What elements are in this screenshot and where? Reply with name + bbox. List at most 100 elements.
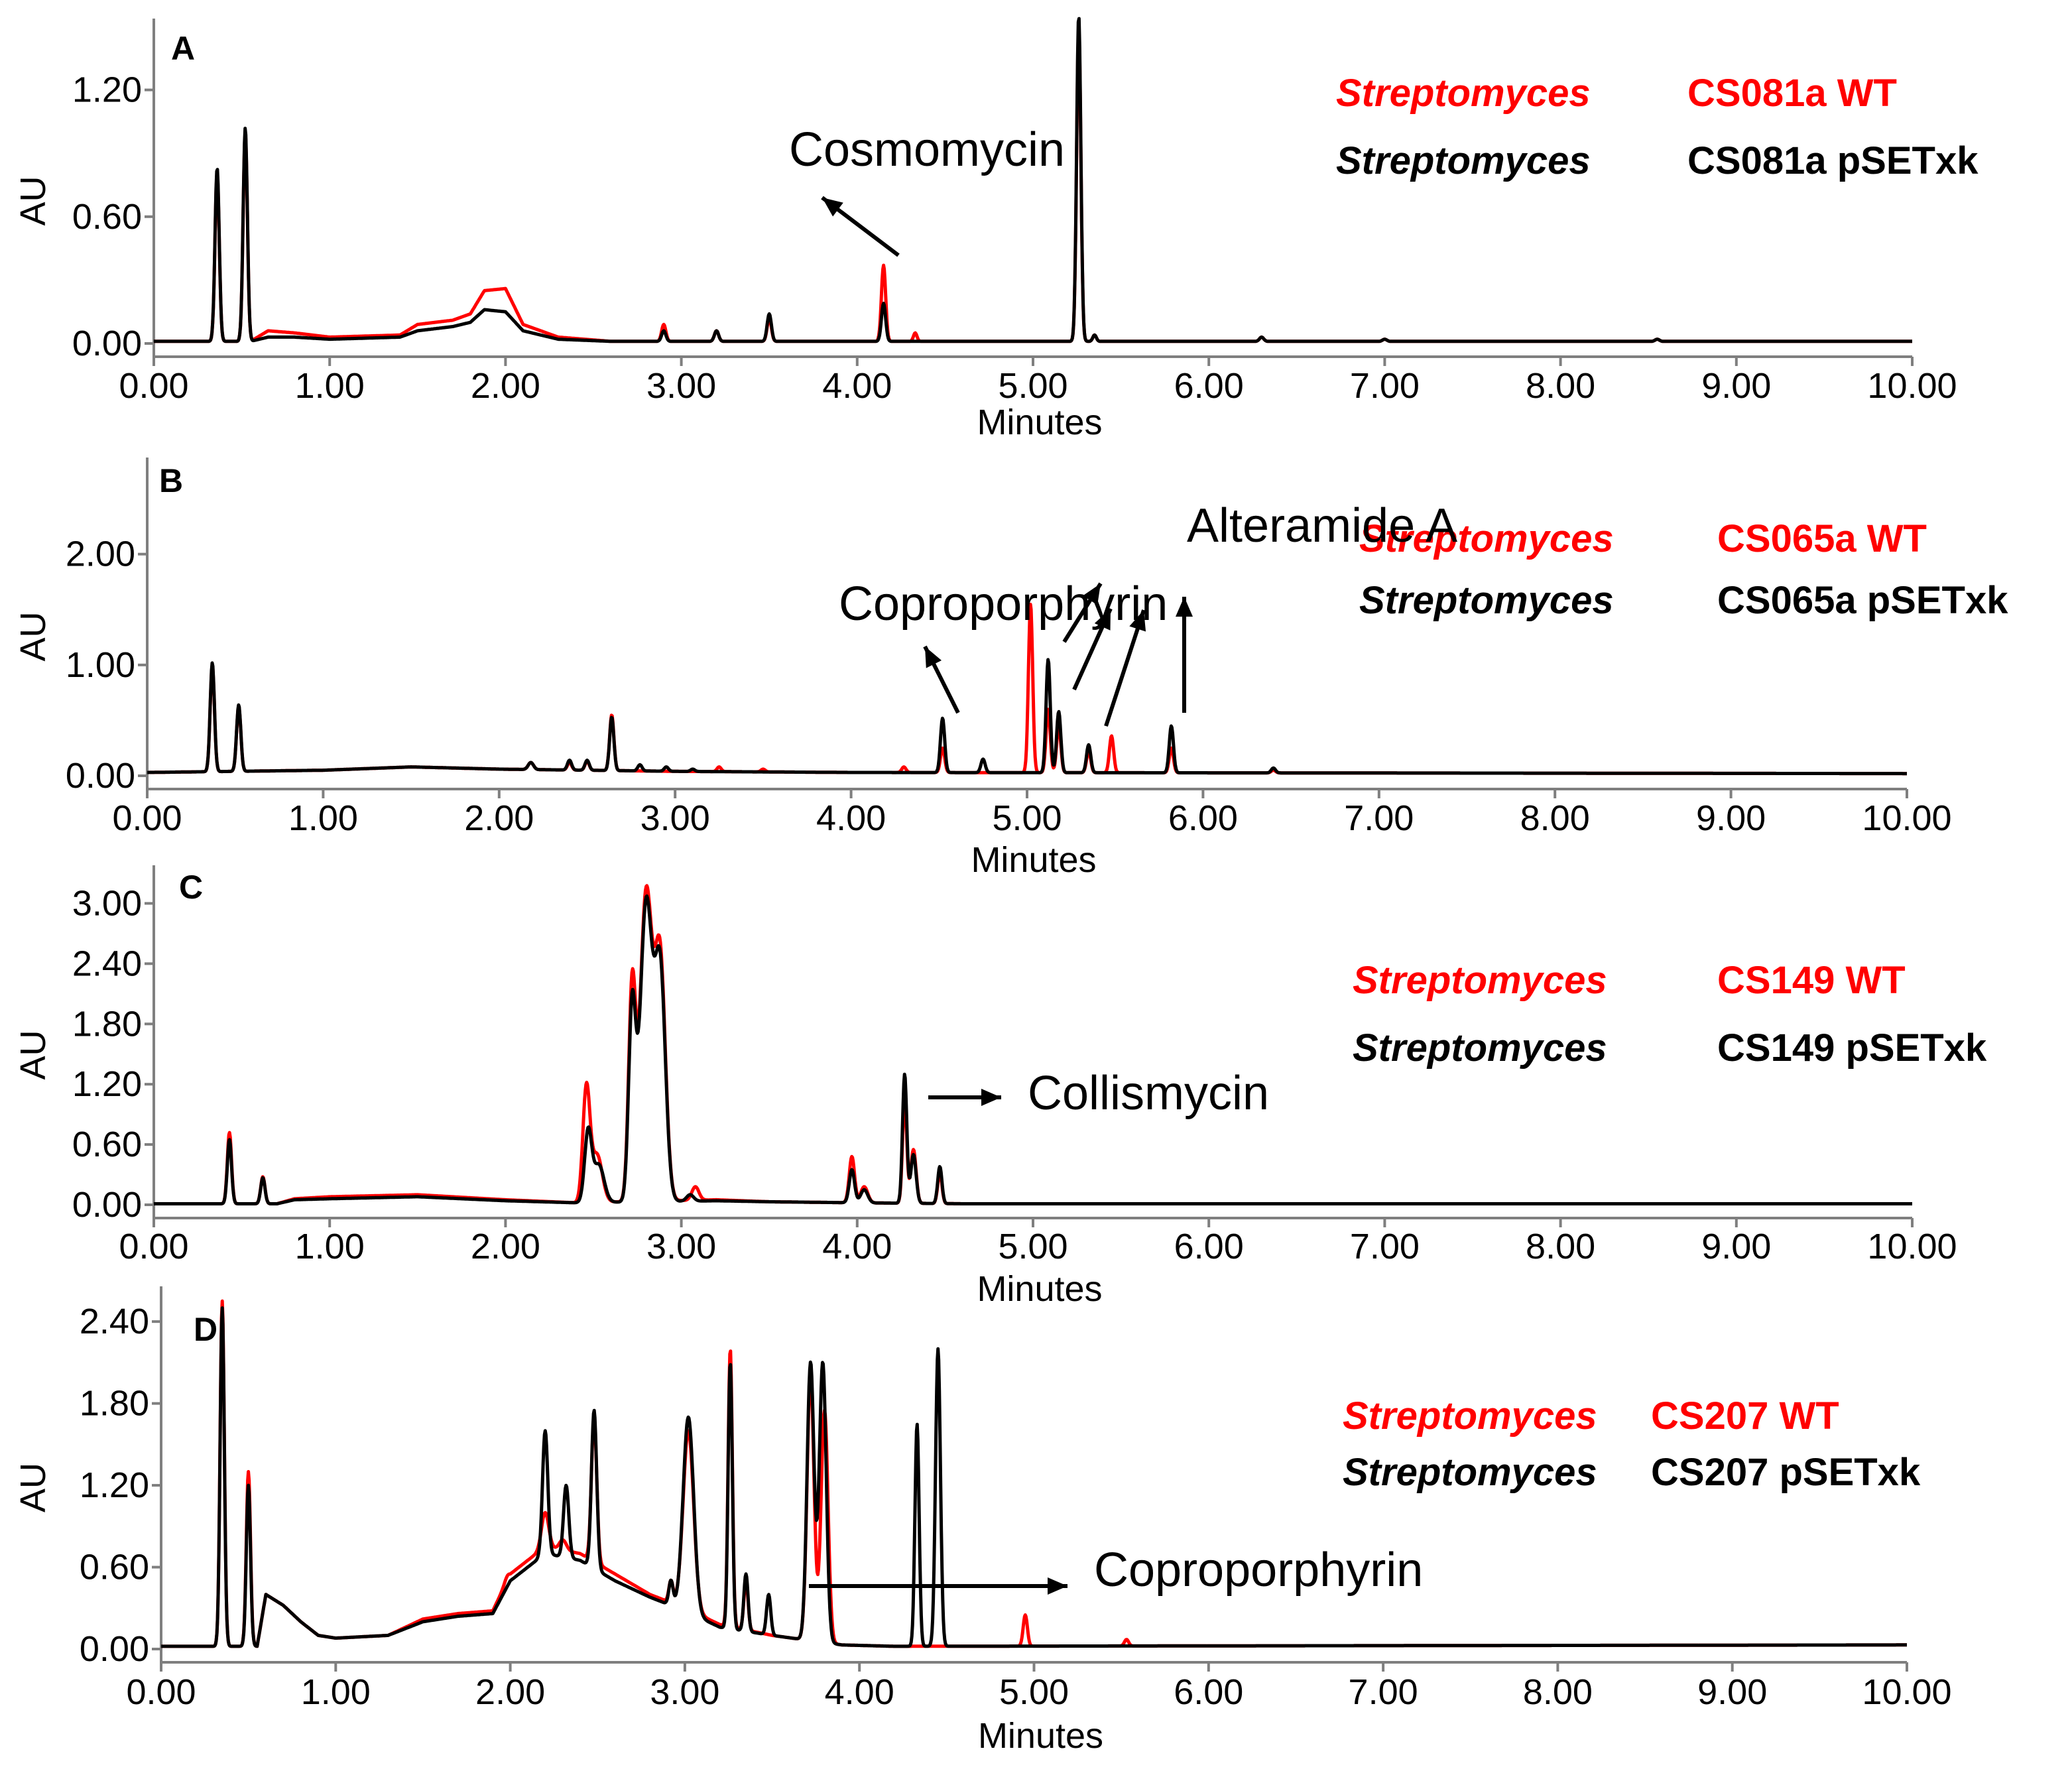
panel-d-x-tick-label: 2.00 xyxy=(475,1672,545,1712)
panel-b-x-tick-label: 4.00 xyxy=(816,798,886,838)
panel-c-x-axis-label: Minutes xyxy=(977,1269,1102,1309)
panel-b-x-tick-label: 5.00 xyxy=(992,798,1062,838)
panel-b-arrow-head xyxy=(1129,610,1146,632)
panel-b-x-tick-label: 3.00 xyxy=(640,798,710,838)
panel-a-x-tick-label: 9.00 xyxy=(1701,366,1771,406)
panel-c-legend-genus-pset: Streptomyces xyxy=(1353,1026,1607,1070)
panel-b-annotation: Coproporphyrin xyxy=(839,578,1168,631)
panel-c-y-tick-label: 3.00 xyxy=(72,883,142,923)
panel-d-letter: D xyxy=(194,1311,217,1348)
panel-d-trace-wt xyxy=(160,1299,1908,1648)
panel-b-x-tick-label: 0.00 xyxy=(112,798,182,838)
panel-c-x-tick-label: 8.00 xyxy=(1526,1227,1595,1266)
panel-c-x-tick-label: 5.00 xyxy=(998,1227,1067,1266)
panel-a-annotation: Cosmomycin xyxy=(789,123,1065,176)
panel-a-arrow-head xyxy=(822,198,843,217)
panel-a-x-tick-label: 3.00 xyxy=(646,366,716,406)
panel-c-x-tick-label: 3.00 xyxy=(646,1227,716,1266)
panel-d-x-tick-label: 8.00 xyxy=(1523,1672,1593,1712)
panel-c-trace-pset xyxy=(152,894,1914,1205)
panel-d-y-axis-label: AU xyxy=(13,1463,53,1512)
panel-b-trace-pset xyxy=(146,658,1908,776)
panel-c-legend-genus-wt: Streptomyces xyxy=(1353,959,1607,1002)
panel-a-legend-strain-pset: CS081a pSETxk xyxy=(1687,139,1979,182)
panel-c-y-tick-label: 0.60 xyxy=(72,1125,142,1164)
panel-d-legend-strain-wt: CS207 WT xyxy=(1651,1394,1839,1438)
panel-a-x-tick-label: 4.00 xyxy=(822,366,892,406)
panel-d-legend-genus-wt: Streptomyces xyxy=(1343,1394,1597,1438)
panel-b-arrow-head xyxy=(1083,583,1101,605)
panel-c-letter: C xyxy=(179,869,203,906)
panel-b-arrow-shaft xyxy=(1104,609,1146,727)
panel-b-x-tick-label: 10.00 xyxy=(1862,798,1951,838)
panel-d-arrow-head xyxy=(1048,1577,1067,1595)
panel-d-x-tick-label: 6.00 xyxy=(1174,1672,1243,1712)
panel-b-y-axis-label: AU xyxy=(13,611,53,661)
panel-a-x-tick-label: 10.00 xyxy=(1867,366,1957,406)
panel-b-letter: B xyxy=(159,462,183,499)
panel-c-x-tick-label: 6.00 xyxy=(1174,1227,1244,1266)
panel-b-arrow-head xyxy=(925,646,942,668)
panel-d-trace-pset xyxy=(160,1306,1908,1648)
panel-b-annotation: Alteramide A xyxy=(1187,499,1457,552)
panel-d-annotation: Coproporphyrin xyxy=(1094,1544,1423,1597)
panel-a-x-tick-label: 2.00 xyxy=(471,366,540,406)
panel-d-x-tick-label: 9.00 xyxy=(1697,1672,1767,1712)
panel-a-legend-genus-wt: Streptomyces xyxy=(1336,72,1591,115)
panel-b-x-tick-label: 2.00 xyxy=(464,798,534,838)
panel-a-x-tick-label: 6.00 xyxy=(1174,366,1244,406)
panel-a-y-tick-label: 0.60 xyxy=(72,197,142,237)
panel-c-y-tick-label: 1.20 xyxy=(72,1064,142,1104)
panel-d-legend-strain-pset: CS207 pSETxk xyxy=(1651,1451,1921,1494)
panel-b-arrow-head xyxy=(1094,609,1111,631)
panel-c-y-axis-label: AU xyxy=(13,1030,53,1079)
panel-d-y-tick-label: 0.60 xyxy=(80,1548,149,1587)
panel-a-trace-pset xyxy=(152,17,1914,343)
panel-b-legend-genus-pset: Streptomyces xyxy=(1359,579,1614,622)
panel-c-y-tick-label: 2.40 xyxy=(72,944,142,983)
panel-b-y-tick-label: 0.00 xyxy=(66,756,135,796)
panel-a-x-axis-label: Minutes xyxy=(977,402,1102,442)
panel-d-x-tick-label: 7.00 xyxy=(1349,1672,1418,1712)
panel-d-x-tick-label: 3.00 xyxy=(650,1672,719,1712)
panel-b-legend-genus-wt: Streptomyces xyxy=(1359,517,1614,560)
panel-c-legend-strain-pset: CS149 pSETxk xyxy=(1717,1026,1987,1070)
panel-d-y-tick-label: 1.20 xyxy=(80,1465,149,1505)
panel-b-y-tick-label: 2.00 xyxy=(66,534,135,574)
panel-d-x-tick-label: 0.00 xyxy=(126,1672,196,1712)
panel-b-y-tick-label: 1.00 xyxy=(66,645,135,685)
panel-c-arrow-head xyxy=(981,1089,1001,1106)
panel-a-trace-wt xyxy=(152,27,1914,343)
panel-d-y-tick-label: 0.00 xyxy=(80,1629,149,1669)
panel-c-legend-strain-wt: CS149 WT xyxy=(1717,959,1906,1002)
panel-d-x-tick-label: 4.00 xyxy=(825,1672,894,1712)
panel-b-x-axis-label: Minutes xyxy=(971,840,1096,880)
panel-c-x-tick-label: 2.00 xyxy=(471,1227,540,1266)
panel-c-x-tick-label: 7.00 xyxy=(1350,1227,1420,1266)
panel-b-x-tick-label: 8.00 xyxy=(1520,798,1590,838)
panel-c-x-tick-label: 1.00 xyxy=(295,1227,365,1266)
panel-a-y-tick-label: 1.20 xyxy=(72,70,142,110)
panel-a-letter: A xyxy=(171,30,195,67)
panel-b-x-tick-label: 9.00 xyxy=(1696,798,1766,838)
panel-b-arrow-head xyxy=(1176,597,1193,617)
panel-c-x-tick-label: 0.00 xyxy=(119,1227,188,1266)
panel-a-x-tick-label: 8.00 xyxy=(1526,366,1595,406)
panel-d-y-tick-label: 2.40 xyxy=(80,1302,149,1341)
panel-a-y-tick-label: 0.00 xyxy=(72,324,142,363)
panel-b-x-tick-label: 7.00 xyxy=(1344,798,1414,838)
panel-c-annotation: Collismycin xyxy=(1028,1067,1269,1120)
panel-a-legend-strain-wt: CS081a WT xyxy=(1687,72,1897,115)
panel-a-x-tick-label: 5.00 xyxy=(998,366,1067,406)
panel-d-x-axis-label: Minutes xyxy=(978,1716,1103,1756)
panel-b-x-tick-label: 6.00 xyxy=(1168,798,1238,838)
panel-a-x-tick-label: 0.00 xyxy=(119,366,188,406)
panel-b-legend-strain-wt: CS065a WT xyxy=(1717,517,1927,560)
panel-a-legend-genus-pset: Streptomyces xyxy=(1336,139,1591,182)
panel-b-legend-strain-pset: CS065a pSETxk xyxy=(1717,579,2008,622)
panel-d-y-tick-label: 1.80 xyxy=(80,1384,149,1424)
panel-d-legend-genus-pset: Streptomyces xyxy=(1343,1451,1597,1494)
panel-d-x-tick-label: 10.00 xyxy=(1862,1672,1951,1712)
panel-a-x-tick-label: 1.00 xyxy=(295,366,365,406)
